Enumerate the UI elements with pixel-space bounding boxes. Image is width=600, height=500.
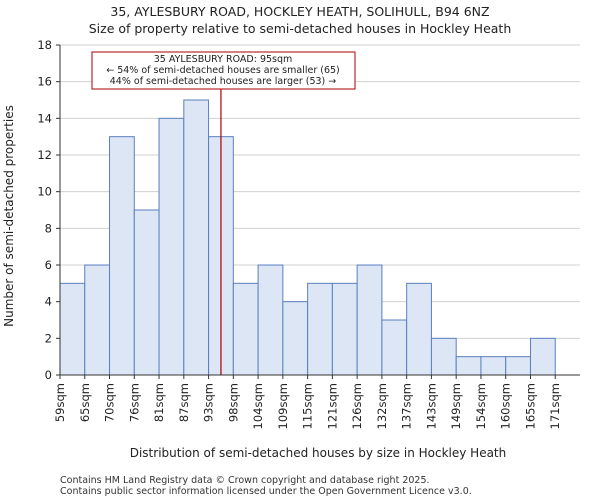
histogram-bar [183, 99, 210, 376]
annotation-line-1: 35 AYLESBURY ROAD: 95sqm [154, 54, 293, 65]
histogram-bar [307, 282, 333, 376]
y-tick-label: 12 [37, 148, 52, 162]
chart-subtitle: Size of property relative to semi-detach… [89, 21, 512, 36]
y-ticks: 0 2 4 6 8 10 12 14 16 18 [37, 38, 60, 382]
x-tick-label: 160sqm [499, 383, 513, 429]
y-tick-label: 4 [45, 295, 52, 309]
x-tick-label: 59sqm [53, 383, 67, 422]
histogram-bar [331, 282, 358, 376]
x-tick-label: 171sqm [548, 383, 562, 429]
x-tick-label: 132sqm [375, 383, 389, 429]
x-tick-label: 98sqm [226, 383, 240, 422]
x-ticks: 59sqm 65sqm 70sqm 76sqm 81sqm 87sqm 93sqm 98sqm… [53, 375, 562, 429]
histogram-bar [158, 117, 185, 376]
x-tick-label: 149sqm [449, 383, 463, 429]
y-tick-label: 18 [37, 38, 52, 52]
histogram-bar [59, 282, 86, 376]
y-tick-label: 14 [37, 111, 52, 125]
histogram-bar [505, 356, 531, 376]
y-tick-label: 0 [45, 368, 52, 382]
histogram-bar [430, 337, 457, 376]
histogram-bar [133, 209, 160, 376]
x-tick-label: 154sqm [474, 383, 488, 429]
axes [59, 45, 580, 376]
x-tick-label: 104sqm [251, 383, 265, 429]
annotation-line-2: ← 54% of semi-detached houses are smalle… [106, 65, 340, 76]
y-tick-label: 10 [37, 185, 52, 199]
y-tick-label: 6 [45, 258, 52, 272]
histogram-bar [480, 356, 507, 376]
annotation-box: 35 AYLESBURY ROAD: 95sqm ← 54% of semi-d… [91, 51, 356, 90]
histogram-bar [257, 264, 284, 376]
x-tick-label: 76sqm [127, 383, 141, 422]
annotation-line-3: 44% of semi-detached houses are larger (… [110, 76, 337, 87]
x-tick-label: 109sqm [276, 383, 290, 429]
annotation-frame [91, 51, 356, 90]
x-tick-label: 137sqm [400, 383, 414, 429]
histogram-bar [455, 356, 482, 376]
histogram-bar [282, 301, 309, 376]
footer-line-2: Contains public sector information licen… [60, 486, 472, 497]
histogram-bar [406, 282, 432, 376]
footer-line-1: Contains HM Land Registry data © Crown c… [60, 475, 430, 486]
x-tick-label: 126sqm [350, 383, 364, 429]
x-tick-label: 143sqm [424, 383, 438, 429]
histogram-bar [381, 319, 408, 376]
x-tick-label: 115sqm [301, 383, 315, 429]
y-tick-label: 16 [37, 75, 52, 89]
x-tick-label: 93sqm [202, 383, 216, 422]
histogram-bar [84, 264, 111, 376]
y-tick-label: 2 [45, 331, 52, 345]
bars [59, 99, 556, 376]
chart-title: 35, AYLESBURY ROAD, HOCKLEY HEATH, SOLIH… [110, 4, 489, 19]
histogram-bar [529, 337, 556, 376]
x-tick-label: 87sqm [177, 383, 191, 422]
x-axis-label: Distribution of semi-detached houses by … [130, 446, 507, 460]
y-axis-label: Number of semi-detached properties [2, 105, 16, 327]
x-tick-label: 81sqm [152, 383, 166, 422]
x-tick-label: 165sqm [523, 383, 537, 429]
x-tick-label: 65sqm [78, 383, 92, 422]
histogram-bar [109, 136, 135, 376]
x-tick-label: 121sqm [325, 383, 339, 429]
y-tick-label: 8 [45, 221, 52, 235]
histogram-bar [356, 264, 383, 376]
histogram-bar [232, 282, 259, 376]
x-tick-label: 70sqm [103, 383, 117, 422]
